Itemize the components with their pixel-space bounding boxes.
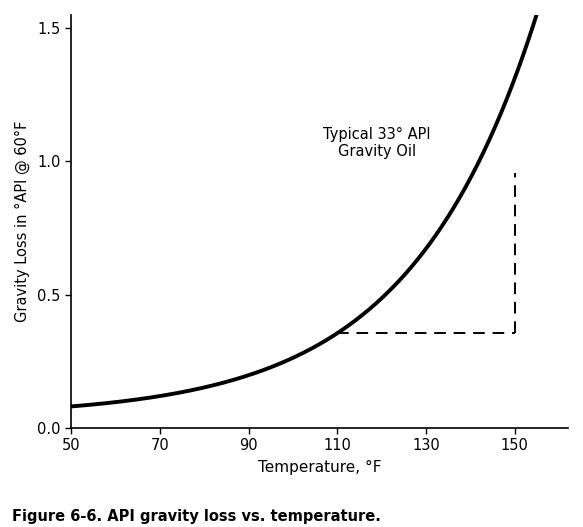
Text: Typical 33° API
Gravity Oil: Typical 33° API Gravity Oil [324,126,431,159]
Text: Figure 6-6. API gravity loss vs. temperature.: Figure 6-6. API gravity loss vs. tempera… [12,510,381,524]
X-axis label: Temperature, °F: Temperature, °F [258,460,381,475]
Y-axis label: Gravity Loss in °API @ 60°F: Gravity Loss in °API @ 60°F [15,121,30,322]
